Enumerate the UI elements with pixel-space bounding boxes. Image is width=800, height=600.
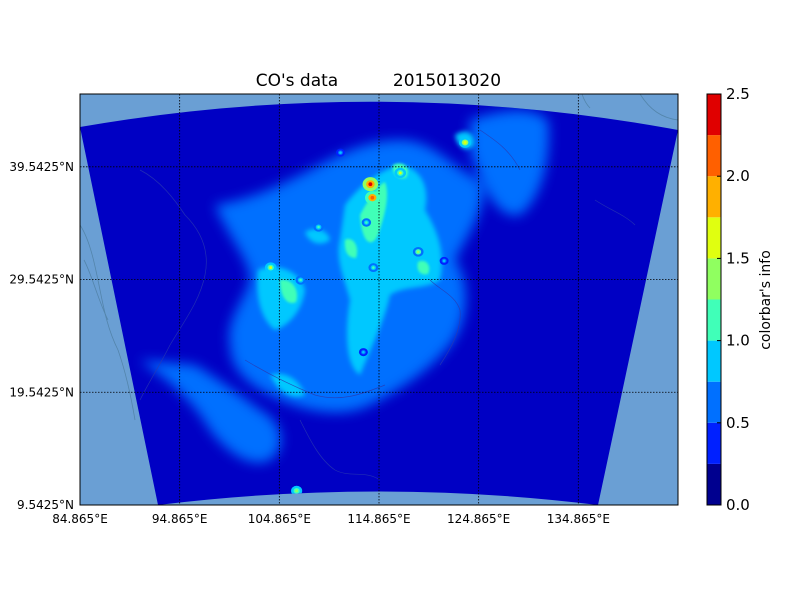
hotspot-core xyxy=(269,266,273,270)
colorbar: 0.0 0.5 1.0 1.5 2.0 2.5 colorbar's info xyxy=(706,85,774,514)
colorbar-segment xyxy=(707,94,721,136)
chart-title: CO's data xyxy=(256,71,338,91)
hotspot-core xyxy=(339,151,342,154)
x-tick-label: 94.865°E xyxy=(152,512,208,526)
colorbar-tick-label: 1.5 xyxy=(726,249,750,267)
colorbar-frame xyxy=(706,93,722,506)
colorbar-tick-label: 1.0 xyxy=(726,332,750,350)
colorbar-segment xyxy=(707,176,721,218)
land-outline-west xyxy=(80,94,678,421)
hotspot-core xyxy=(398,171,402,175)
x-axis-ticks: 84.865°E 94.865°E 104.865°E 114.865°E 124.86… xyxy=(52,512,610,526)
colorbar-label: colorbar's info xyxy=(758,250,774,350)
gridlines xyxy=(80,94,678,505)
boundary-lines xyxy=(139,129,636,481)
colorbar-segment xyxy=(707,340,721,382)
colorbar-tick-label: 0.5 xyxy=(726,414,750,432)
y-tick-label: 39.5425°N xyxy=(9,160,74,174)
x-tick-label: 84.865°E xyxy=(52,512,108,526)
y-tick-label: 19.5425°N xyxy=(9,385,74,399)
y-axis-ticks: 9.5425°N 19.5425°N 29.5425°N 39.5425°N xyxy=(9,160,74,512)
axes-frame xyxy=(79,93,679,506)
colorbar-segment xyxy=(707,463,721,505)
x-tick-label: 104.865°E xyxy=(248,512,311,526)
colorbar-segments xyxy=(707,94,721,505)
map-area xyxy=(80,94,678,505)
x-tick-label: 134.865°E xyxy=(547,512,610,526)
hotspot-core xyxy=(416,250,420,254)
chart-timestamp: 2015013020 xyxy=(393,71,501,91)
y-tick-label: 9.5425°N xyxy=(17,498,74,512)
x-tick-label: 124.865°E xyxy=(447,512,510,526)
hotspot-core xyxy=(442,259,446,263)
colorbar-ticks: 0.0 0.5 1.0 1.5 2.0 2.5 xyxy=(717,85,750,514)
hotspot-core xyxy=(295,489,299,493)
colorbar-segment xyxy=(707,217,721,259)
y-tick-label: 29.5425°N xyxy=(9,273,74,287)
colorbar-segment xyxy=(707,299,721,341)
hotspot-core xyxy=(365,221,368,224)
hotspot-core xyxy=(299,278,302,282)
hotspot-core xyxy=(317,225,320,229)
hotspots xyxy=(264,137,472,496)
hotspot-core xyxy=(368,182,373,187)
colorbar-segment xyxy=(707,381,721,423)
colorbar-segment xyxy=(707,258,721,300)
colorbar-segment xyxy=(707,135,721,177)
colorbar-tick-label: 0.0 xyxy=(726,496,750,514)
colorbar-tick-label: 2.0 xyxy=(726,167,750,185)
hotspot-core xyxy=(463,140,467,144)
hotspot-core xyxy=(370,195,375,200)
x-tick-label: 114.865°E xyxy=(347,512,410,526)
hotspot-core xyxy=(372,266,375,269)
colorbar-tick-label: 2.5 xyxy=(726,85,750,103)
colorbar-segment xyxy=(707,422,721,464)
hotspot-core xyxy=(362,350,365,354)
